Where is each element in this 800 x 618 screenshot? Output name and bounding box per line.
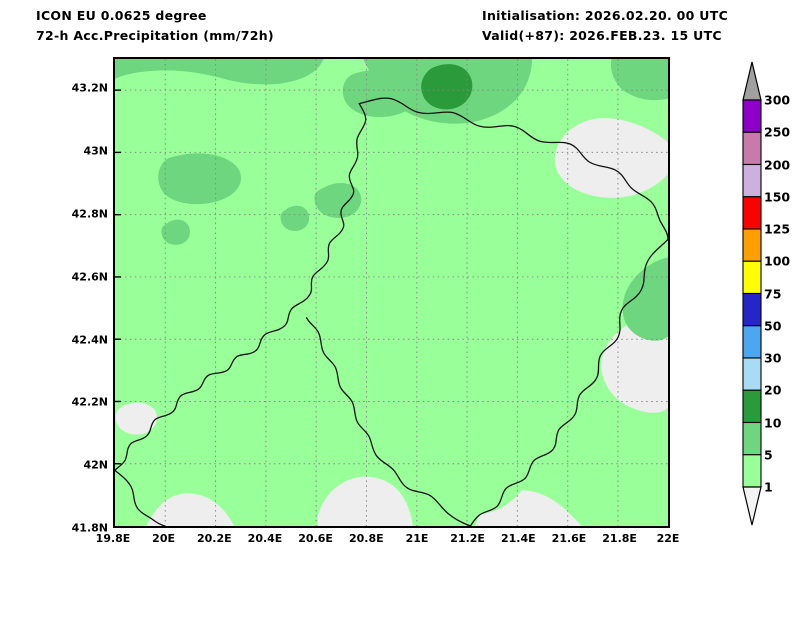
colorbar-band-30-50: [742, 325, 762, 359]
colorbar-tick-label: 20: [764, 382, 782, 398]
xtick-label: 21.6E: [551, 532, 587, 545]
colorbar-band-125-150: [742, 196, 762, 230]
ytick-label: 42.2N: [71, 395, 108, 409]
axis-ticks: [115, 89, 121, 465]
region-dry-hole-southwest: [115, 402, 158, 435]
colorbar-band-75-100: [742, 260, 762, 295]
colorbar-labels: 300 250 200 150 125 100 75 50 30 20 10 5…: [764, 60, 800, 530]
xtick-label: 21.8E: [602, 532, 637, 545]
ytick-label: 42.8N: [71, 207, 108, 221]
colorbar-tick-label: 30: [764, 350, 782, 366]
precipitation-map-plot: [113, 57, 670, 528]
colorbar-tick-label: 1: [764, 479, 773, 495]
colorbar-tick-label: 100: [764, 253, 791, 269]
header-model-name: ICON EU 0.0625 degree: [36, 8, 207, 23]
colorbar-band-150-200: [742, 163, 762, 198]
ytick-label: 43N: [83, 144, 108, 158]
header-valid-time: Valid(+87): 2026.FEB.23. 15 UTC: [482, 28, 722, 43]
colorbar-band-50-75: [742, 292, 762, 327]
header-initialisation-time: Initialisation: 2026.02.20. 00 UTC: [482, 8, 729, 23]
latitude-axis: 41.8N 42N 42.2N 42.4N 42.6N 42.8N 43N 43…: [0, 0, 108, 618]
xtick-label: 20E: [152, 532, 176, 545]
ytick-label: 43.2N: [71, 81, 108, 95]
precipitation-colorbar: [742, 60, 762, 530]
colorbar-tick-label: 125: [764, 221, 791, 237]
ytick-label: 42.6N: [71, 270, 108, 284]
xtick-label: 20.8E: [348, 532, 384, 545]
ytick-label: 42N: [83, 458, 108, 472]
xtick-label: 22E: [656, 532, 680, 545]
colorbar-tick-label: 50: [764, 318, 782, 334]
colorbar-band-5-10: [742, 421, 762, 456]
colorbar-band-100-125: [742, 228, 762, 262]
colorbar-tick-label: 200: [764, 157, 791, 172]
colorbar-band-20-30: [742, 357, 762, 391]
colorbar-over-arrow: [742, 61, 762, 101]
colorbar-band-10-20: [742, 389, 762, 424]
xtick-label: 21E: [405, 532, 429, 545]
map-canvas: [115, 59, 668, 526]
colorbar-band-200-250: [742, 131, 762, 166]
colorbar-under-arrow: [742, 486, 762, 526]
ytick-label: 41.8N: [71, 521, 108, 535]
region-dry-hole-northeast: [599, 125, 655, 162]
longitude-axis: 19.8E 20E 20.2E 20.4E 20.6E 20.8E 21E 21…: [0, 532, 800, 552]
colorbar-tick-label: 10: [764, 415, 782, 430]
xtick-label: 19.8E: [95, 532, 131, 545]
colorbar-tick-label: 75: [764, 286, 782, 301]
region-10-20mm: [421, 64, 473, 110]
xtick-label: 21.2E: [450, 532, 485, 545]
xtick-label: 20.2E: [196, 532, 232, 545]
colorbar-svg: [742, 61, 762, 526]
colorbar-tick-label: 250: [764, 124, 791, 140]
ytick-label: 42.4N: [71, 333, 108, 347]
map-gridlines: [115, 59, 668, 526]
colorbar-band-1-5: [742, 454, 762, 488]
colorbar-tick-label: 5: [764, 447, 773, 463]
colorbar-tick-label: 300: [764, 92, 791, 108]
xtick-label: 20.6E: [298, 532, 333, 545]
xtick-label: 21.4E: [500, 532, 536, 545]
xtick-label: 20.4E: [247, 532, 283, 545]
colorbar-tick-label: 150: [764, 189, 791, 205]
country-border: [115, 97, 668, 526]
colorbar-band-250-300: [742, 99, 762, 133]
header-field-name: 72-h Acc.Precipitation (mm/72h): [36, 28, 274, 43]
